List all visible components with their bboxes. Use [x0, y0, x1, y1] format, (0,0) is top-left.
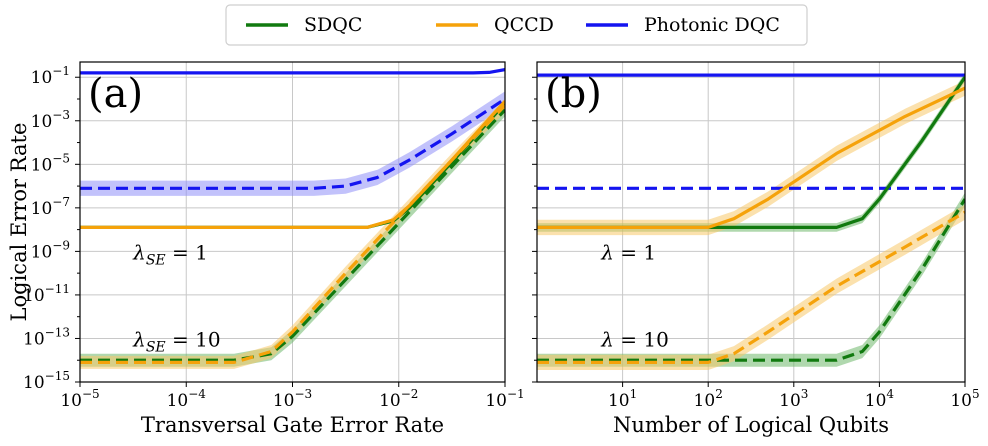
y-tick-label: 10−11	[23, 282, 70, 306]
panel-b-plot: 101 102 103 104 105 Number of Logical Qubits (…	[532, 61, 980, 437]
band-qccd-solid	[537, 80, 965, 236]
y-tick-label: 10−3	[31, 108, 70, 132]
x-tick-label: 10−4	[167, 387, 207, 411]
x-tick-label: 10−1	[485, 387, 524, 411]
x-tick-label: 10−5	[60, 387, 99, 411]
legend-box	[225, 4, 808, 46]
annotation: λSE = 10	[132, 327, 220, 355]
y-tick-label: 10−15	[23, 369, 70, 393]
x-tick-label: 101	[608, 387, 637, 411]
legend-label-sdqc: SDQC	[304, 14, 362, 36]
y-tick-label: 10−5	[31, 151, 70, 175]
grid-a	[80, 62, 505, 382]
x-ticks-b: 101 102 103 104 105	[608, 382, 980, 411]
x-axis-label-b: Number of Logical Qubits	[613, 413, 889, 437]
series-photonic-dqc-dashed	[80, 97, 505, 190]
y-tick-label: 10−13	[23, 325, 70, 349]
panel-a-plot: 10−5 10−4 10−3 10−2 10−1 10−1 10−3 10−5 10−7 10−9…	[7, 61, 525, 437]
y-ticks-a: 10−1 10−3 10−5 10−7 10−9 10−11 10−13 10−15	[23, 64, 80, 393]
x-tick-label: 10−2	[379, 387, 418, 411]
legend-label-qccd: QCCD	[494, 14, 554, 36]
series-qccd-dashed	[537, 210, 965, 364]
x-axis-label-a: Transversal Gate Error Rate	[141, 413, 444, 437]
x-tick-label: 105	[950, 387, 979, 411]
series-sdqc-solid	[537, 76, 965, 229]
axes-frame-b	[536, 61, 966, 383]
annotation: λ = 10	[600, 327, 669, 351]
panel-label-b: (b)	[545, 71, 602, 117]
annotation: λ = 1	[600, 240, 656, 264]
band-photonic-dqc-dashed	[80, 91, 505, 196]
panel-label-a: (a)	[88, 71, 143, 117]
band-qccd-dashed	[537, 204, 965, 370]
series-qccd-dashed	[80, 104, 505, 364]
series-qccd-solid	[537, 86, 965, 229]
y-tick-label: 10−9	[31, 238, 70, 262]
y-tick-label: 10−1	[31, 64, 70, 88]
series-group-b	[537, 72, 965, 370]
y-ticks-b	[532, 76, 537, 383]
x-tick-label: 104	[865, 387, 895, 411]
annotation: λSE = 1	[132, 240, 208, 268]
legend: SDQC QCCD Photonic DQC	[225, 4, 808, 46]
x-ticks-a: 10−5 10−4 10−3 10−2 10−1	[60, 382, 525, 411]
y-tick-label: 10−7	[31, 195, 70, 219]
series-photonic-dqc-solid	[80, 68, 505, 75]
series-sdqc-dashed	[80, 108, 505, 362]
y-axis-label: Logical Error Rate	[7, 123, 31, 322]
series-group-a	[80, 68, 505, 369]
series-sdqc-dashed	[537, 198, 965, 362]
x-tick-label: 103	[779, 387, 808, 411]
legend-label-photonic-dqc: Photonic DQC	[644, 14, 780, 36]
x-tick-label: 102	[694, 387, 723, 411]
x-tick-label: 10−3	[273, 387, 312, 411]
